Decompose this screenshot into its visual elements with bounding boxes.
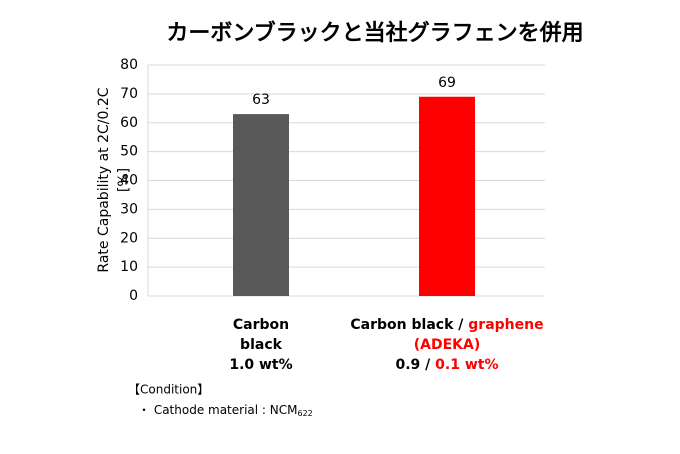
label-part: 0.1 wt% [435,357,498,373]
x-tick-label: (ADEKA) [414,337,481,353]
y-tick-label: 40 [120,173,138,189]
x-tick-label: Carbon [233,317,289,333]
y-axis-label: [%] [116,168,132,192]
x-tick-label: black [240,337,283,353]
y-tick-label: 20 [120,230,138,246]
condition-text: ・ Cathode material : NCM [138,403,297,417]
value-label: 69 [438,75,456,91]
label-part: graphene [468,317,543,333]
y-tick-label: 0 [129,288,138,304]
label-part: Carbon black / [350,317,468,333]
condition-subscript: 622 [297,409,312,418]
x-tick-label: Carbon black / graphene [350,317,543,333]
label-part: (ADEKA) [414,337,481,353]
y-tick-label: 70 [120,86,138,102]
y-tick-label: 60 [120,115,138,131]
label-part: Carbon [233,317,289,333]
bar [233,114,289,297]
label-part: 0.9 / [396,357,436,373]
y-tick-label: 80 [120,57,138,73]
label-part: black [240,337,283,353]
condition-item: ・ Cathode material : NCM622 [138,403,313,418]
value-label: 63 [252,92,270,108]
y-tick-label: 50 [120,144,138,160]
bar [419,96,475,296]
y-tick-label: 30 [120,201,138,217]
x-tick-label: 0.9 / 0.1 wt% [396,357,499,373]
y-axis-label: Rate Capability at 2C/0.2C [96,87,112,272]
condition-heading: 【Condition】 [128,383,209,397]
y-tick-label: 10 [120,259,138,275]
label-part: 1.0 wt% [229,357,292,373]
chart-title: カーボンブラックと当社グラフェンを併用 [166,20,583,46]
x-tick-label: 1.0 wt% [229,357,292,373]
